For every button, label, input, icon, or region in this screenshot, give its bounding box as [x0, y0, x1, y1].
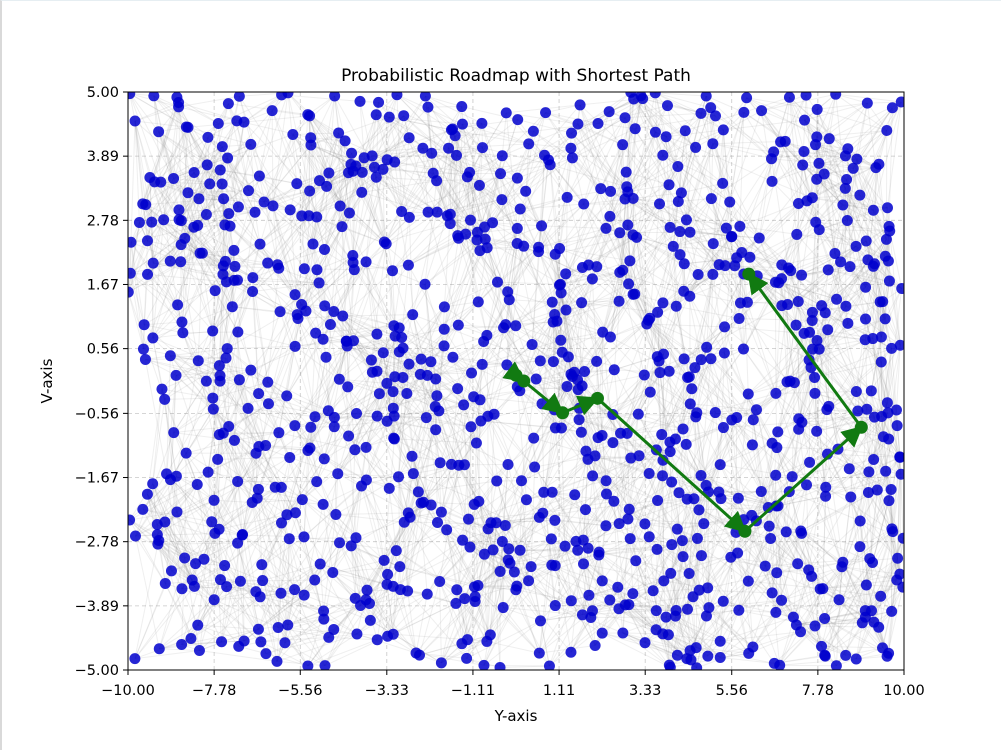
chart-title: Probabilistic Roadmap with Shortest Path: [341, 66, 691, 86]
roadmap-edge: [309, 116, 310, 216]
roadmap-edge: [787, 305, 788, 382]
